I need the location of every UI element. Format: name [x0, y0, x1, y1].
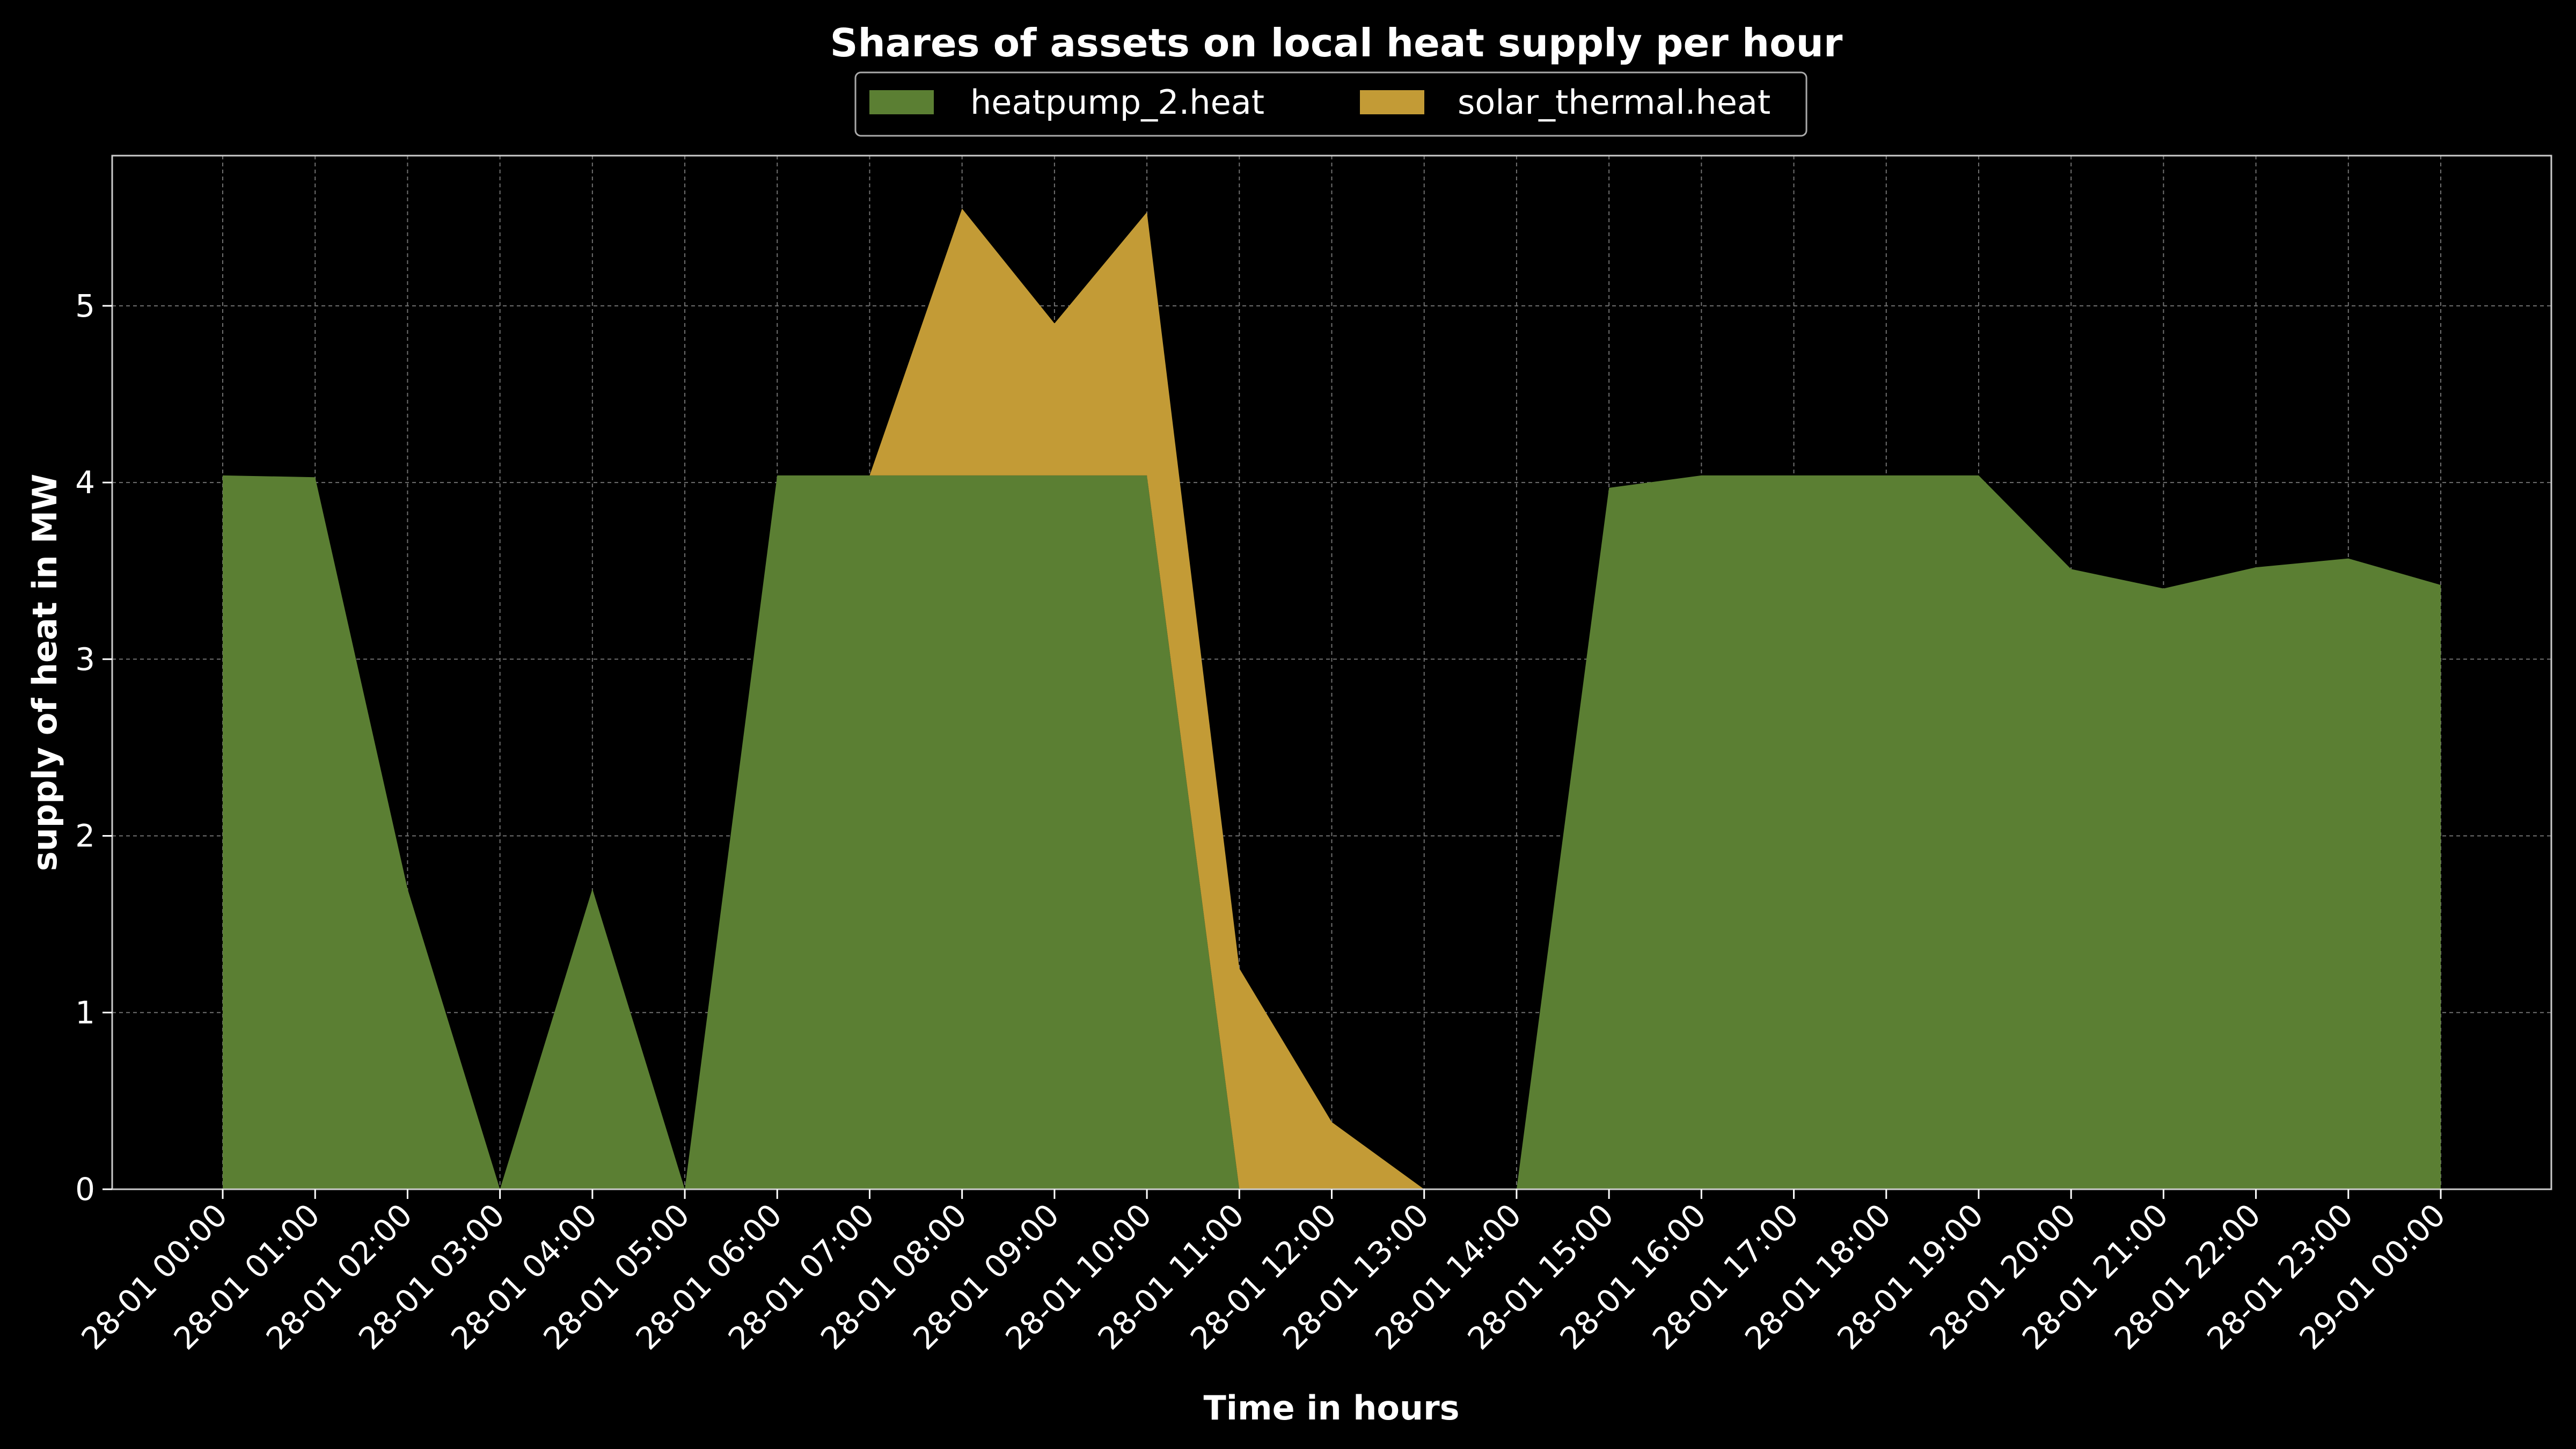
y-tick-label: 1: [75, 994, 95, 1031]
x-axis-label: Time in hours: [1203, 1388, 1459, 1428]
y-tick-label: 3: [75, 641, 95, 677]
legend-frame: [854, 71, 1807, 137]
plot-area: [111, 155, 2552, 1190]
legend: heatpump_2.heat solar_thermal.heat: [854, 71, 1807, 137]
y-axis-label: supply of heat in MW: [25, 474, 64, 872]
y-tick-label: 0: [75, 1171, 95, 1208]
area-series: [223, 208, 2441, 1189]
y-axis: 0 1 2 3 4 5: [75, 288, 112, 1208]
y-tick-label: 2: [75, 818, 95, 854]
y-tick-label: 5: [75, 288, 95, 324]
legend-label-heatpump: heatpump_2.heat: [970, 83, 1264, 122]
legend-swatch-heatpump: [869, 90, 934, 114]
area-heatpump-2-heat: [223, 475, 2441, 1189]
y-tick-label: 4: [75, 464, 95, 501]
chart-title: Shares of assets on local heat supply pe…: [830, 20, 1843, 65]
legend-label-solar-thermal: solar_thermal.heat: [1458, 83, 1770, 122]
legend-swatch-solar-thermal: [1360, 90, 1424, 114]
